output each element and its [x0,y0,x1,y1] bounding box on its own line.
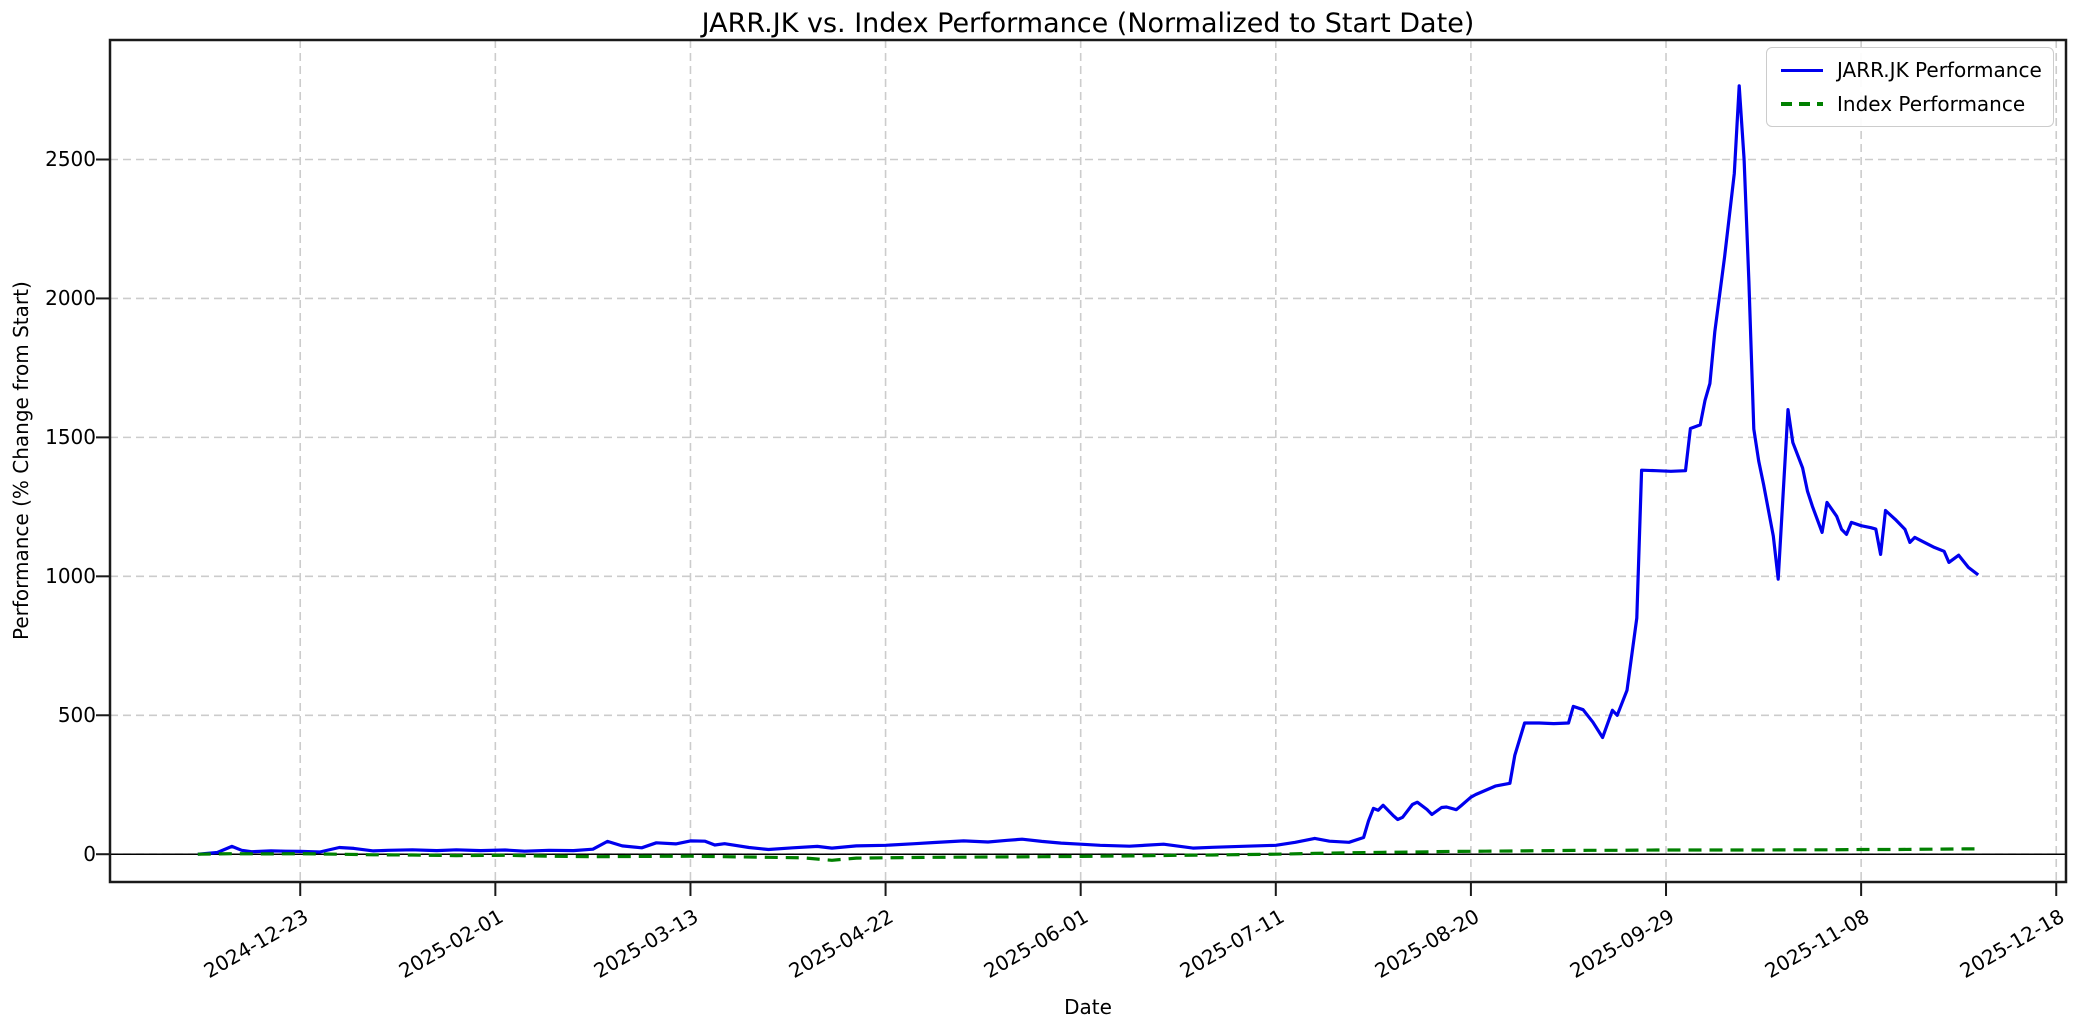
x-axis-label: Date [1064,995,1112,1019]
y-tick-label: 500 [57,703,96,728]
y-tick-label: 2000 [45,286,96,311]
y-tick-label: 1500 [45,425,96,450]
chart-title: JARR.JK vs. Index Performance (Normalize… [701,8,1475,39]
legend-label-index: Index Performance [1837,92,2026,116]
y-tick-label: 0 [83,842,96,867]
legend-label-jarr: JARR.JK Performance [1837,58,2042,82]
y-tick-label: 2500 [45,147,96,172]
jarr-series-line [197,84,1980,856]
legend-solid-line-sample [1781,68,1823,72]
legend-item-jarr: JARR.JK Performance [1781,58,2042,82]
plot-border [108,38,2068,884]
legend: JARR.JK Performance Index Performance [1766,47,2054,127]
y-tick-label: 1000 [45,564,96,589]
legend-item-index: Index Performance [1781,92,2039,116]
legend-dashed-line-sample [1781,102,1823,106]
